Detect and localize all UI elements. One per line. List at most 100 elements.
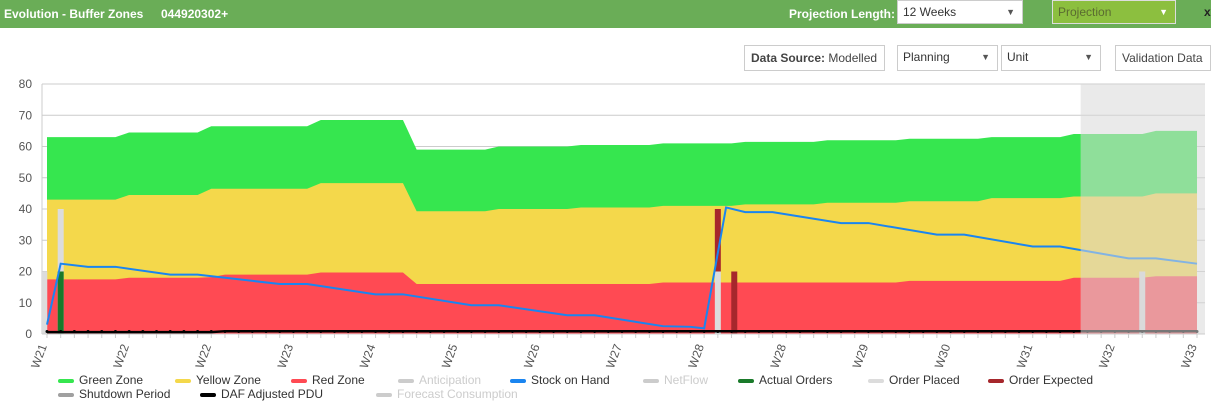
daf-point [100,330,104,333]
daf-point [1031,330,1035,333]
buffer-zones-chart: 0 10 20 30 40 50 60 70 80 W21 W22 W22 W23 W24 W25 W26 W2… [19,77,1205,370]
daf-point [880,330,884,333]
order-placed-bar [41,271,48,334]
close-icon[interactable]: x [1204,5,1211,19]
daf-point [497,330,501,333]
daf-point [209,330,213,333]
daf-point [264,330,268,333]
legend-label: Anticipation [419,373,482,387]
daf-point [45,330,49,333]
x-tick-label: W25 [439,342,461,370]
daf-point [250,330,254,333]
legend-label: Shutdown Period [79,387,171,401]
daf-point [812,330,816,333]
legend-item[interactable]: Green Zone [58,373,143,387]
daf-point [469,330,473,333]
chevron-down-icon: ▼ [1159,7,1168,17]
daf-point [552,330,556,333]
daf-point [168,330,172,333]
daf-point [72,330,76,333]
daf-point [401,330,405,333]
chevron-down-icon: ▼ [1084,52,1093,62]
daf-point [182,330,186,333]
y-tick-label: 30 [19,233,33,247]
x-tick-label: W26 [521,342,543,370]
x-tick-label: W27 [603,342,625,370]
y-tick-label: 60 [19,140,33,154]
daf-point [634,330,638,333]
daf-point [976,330,980,333]
unit-select[interactable]: Unit ▼ [1001,45,1101,71]
legend-item[interactable]: Order Expected [988,373,1093,387]
item-code: 044920302+ [161,7,229,21]
legend-swatch [376,392,392,397]
daf-point [305,330,309,333]
daf-point [237,330,241,333]
daf-point [319,330,323,333]
y-tick-label: 70 [19,108,33,122]
mode-select[interactable]: Projection ▼ [1052,0,1176,24]
legend-item[interactable]: Anticipation [398,373,481,387]
actual-orders-bar [57,271,64,334]
legend-item[interactable]: Stock on Hand [510,373,610,387]
daf-point [866,330,870,333]
x-tick-label: W21 [28,342,50,370]
daf-point [333,330,336,333]
projection-length-label: Projection Length: [789,7,895,21]
daf-point [716,330,720,333]
legend-item[interactable]: Yellow Zone [175,373,261,387]
projection-length-value: 12 Weeks [903,5,957,19]
legend-swatch [58,378,74,383]
legend-item[interactable]: Actual Orders [738,373,832,387]
daf-point [278,330,282,333]
daf-point [853,330,857,333]
legend-swatch [643,378,659,383]
legend-item[interactable]: Red Zone [291,373,365,387]
x-tick-label: W28 [685,342,707,370]
legend-item[interactable]: Shutdown Period [58,387,170,401]
chevron-down-icon: ▼ [981,52,990,62]
daf-point [360,330,364,333]
daf-point [1044,330,1048,333]
daf-point [990,330,994,333]
daf-point [1017,330,1021,333]
daf-point [771,330,775,333]
daf-point [387,330,391,333]
daf-point [538,330,542,333]
daf-point [428,330,432,333]
legend-swatch [868,378,884,383]
daf-point [921,330,925,333]
projection-length-select[interactable]: 12 Weeks ▼ [897,0,1023,24]
planning-select[interactable]: Planning ▼ [897,45,998,71]
data-source-label: Data Source: [751,51,826,65]
data-source-display: Data Source: Modelled [744,45,885,71]
daf-point [524,330,528,333]
projection-shading [1080,84,1205,334]
daf-point [784,330,788,333]
daf-point [291,330,295,333]
legend-swatch [988,378,1004,383]
legend-item[interactable]: Order Placed [868,373,960,387]
daf-point [579,330,583,333]
order-expected-bar [714,209,721,272]
daf-point [962,330,966,333]
daf-point [346,330,350,333]
unit-value: Unit [1007,50,1029,64]
daf-point [415,330,419,333]
daf-point [949,330,953,333]
legend-label: Stock on Hand [531,373,610,387]
daf-point [688,330,692,333]
planning-value: Planning [903,50,950,64]
legend-label: NetFlow [664,373,709,387]
y-tick-label: 80 [19,77,33,91]
legend-item[interactable]: DAF Adjusted PDU [200,387,323,401]
x-tick-label: W24 [357,342,379,370]
legend-item[interactable]: Forecast Consumption [376,387,518,401]
x-tick-label: W30 [932,342,954,370]
legend-item[interactable]: NetFlow [643,373,708,387]
daf-point [155,330,159,333]
order-expected-bar [731,271,738,334]
daf-point [935,330,939,333]
legend-swatch [175,378,191,383]
header-bar: Evolution - Buffer Zones 044920302+ Proj… [0,0,1211,28]
